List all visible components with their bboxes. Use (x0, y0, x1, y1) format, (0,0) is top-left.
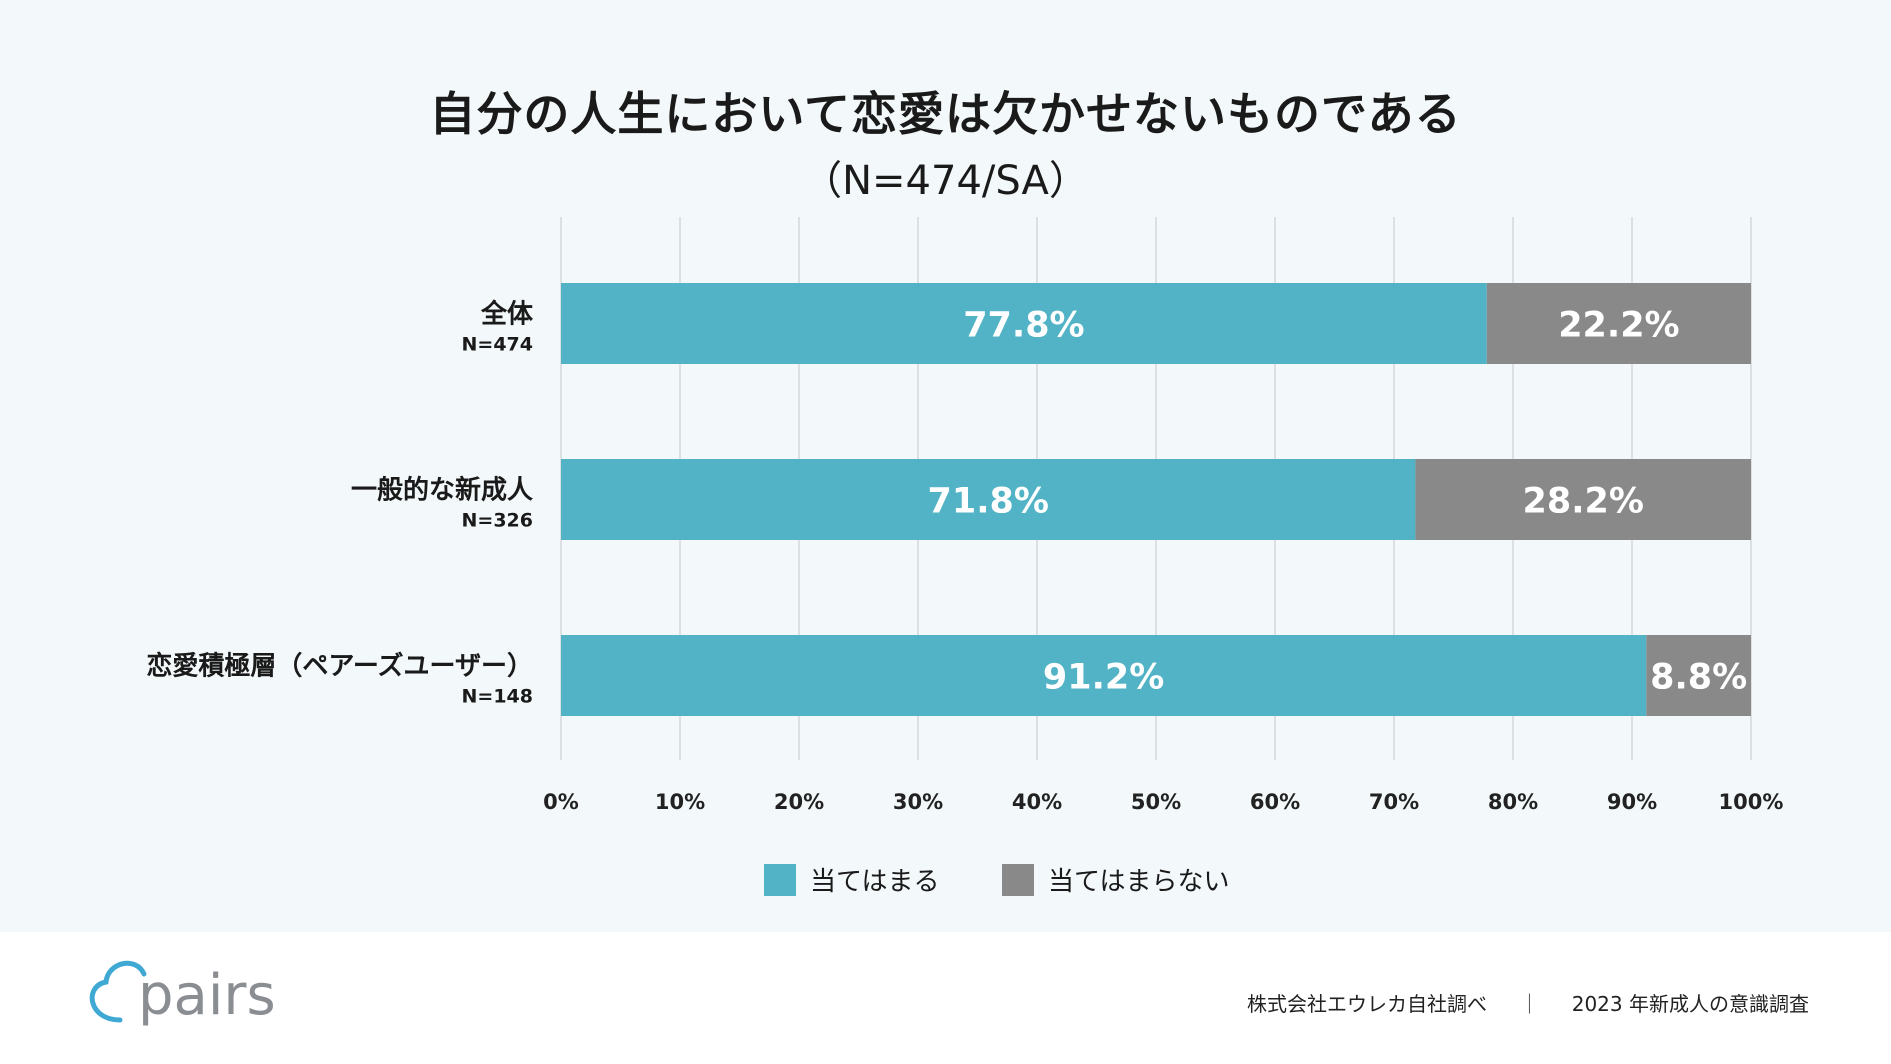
x-tick-labels: 0% 10% 20% 30% 40% 50% 60% 70% 80% 90% 100% (543, 790, 1783, 814)
chart-subtitle: （N=474/SA） (802, 158, 1089, 204)
data-label: 8.8% (1650, 658, 1747, 698)
data-label: 28.2% (1522, 482, 1643, 522)
data-label: 22.2% (1558, 306, 1679, 346)
x-tick-label: 20% (774, 790, 824, 814)
bar-segment (1415, 459, 1751, 540)
x-tick-label: 70% (1369, 790, 1419, 814)
category-label: 一般的な新成人 (351, 475, 533, 506)
bar-segment (1646, 635, 1751, 716)
pairs-logo: pairs (80, 950, 320, 1034)
x-tick-label: 80% (1488, 790, 1538, 814)
category-n: N=148 (462, 686, 533, 708)
data-label: 77.8% (963, 306, 1084, 346)
bar-segment (561, 459, 1416, 540)
stacked-bar-chart: 77.8% 22.2% 71.8% 28.2% 91.2% 8.8% 全体 N=474 一般的… (146, 217, 1783, 897)
legend-label: 当てはまる (810, 867, 939, 897)
x-tick-label: 100% (1719, 790, 1784, 814)
bars: 77.8% 22.2% 71.8% 28.2% 91.2% 8.8% (561, 283, 1751, 716)
bar-segment (561, 283, 1487, 364)
x-tick-label: 30% (893, 790, 943, 814)
source-company: 株式会社エウレカ自社調べ (1247, 992, 1488, 1016)
x-tick-label: 10% (655, 790, 705, 814)
category-n: N=326 (462, 510, 533, 532)
chart-title: 自分の人生において恋愛は欠かせないものである (429, 87, 1462, 141)
legend-label: 当てはまらない (1048, 867, 1229, 897)
x-tick-label: 50% (1131, 790, 1181, 814)
data-label: 71.8% (927, 482, 1048, 522)
category-label: 恋愛積極層（ペアーズユーザー） (146, 651, 533, 682)
legend-swatch (1002, 864, 1034, 896)
cloud-icon (89, 960, 147, 1023)
bar-segment (561, 635, 1647, 716)
brand-name: pairs (138, 963, 276, 1028)
x-tick-label: 90% (1607, 790, 1657, 814)
legend-swatch (764, 864, 796, 896)
source-note: 株式会社エウレカ自社調べ ｜ 2023 年新成人の意識調査 (1247, 988, 1809, 1017)
legend: 当てはまる 当てはまらない (764, 864, 1229, 897)
bar-segment (1486, 283, 1751, 364)
data-label: 91.2% (1043, 658, 1164, 698)
category-labels: 全体 N=474 一般的な新成人 N=326 恋愛積極層（ペアーズユーザー） N=148 (146, 299, 534, 708)
x-tick-label: 0% (543, 790, 579, 814)
category-label: 全体 (480, 299, 534, 330)
x-tick-label: 40% (1012, 790, 1062, 814)
x-tick-label: 60% (1250, 790, 1300, 814)
source-separator: ｜ (1519, 992, 1540, 1016)
category-n: N=474 (462, 334, 533, 356)
survey-name: 2023 年新成人の意識調査 (1571, 992, 1809, 1016)
